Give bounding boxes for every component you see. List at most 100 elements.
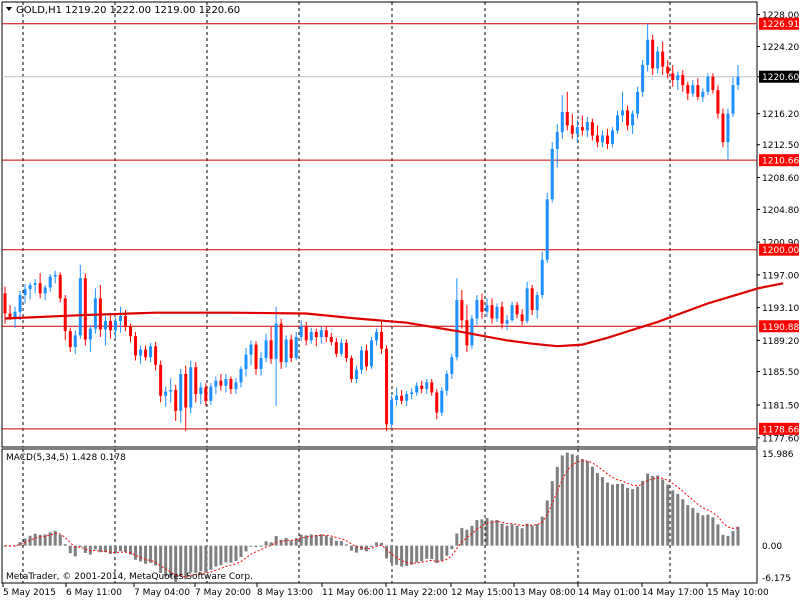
macd-bar xyxy=(425,545,429,559)
candle xyxy=(711,73,715,94)
axes: 1228.00 1224.20 1220.60 1216.20 1212.50 1208.… xyxy=(2,11,799,598)
macd-bar xyxy=(204,545,208,573)
candle-body xyxy=(48,276,52,288)
macd-bar xyxy=(616,483,620,546)
candle-body xyxy=(229,378,233,390)
candle-body xyxy=(279,323,283,363)
candle xyxy=(224,373,228,393)
candle-body xyxy=(375,331,379,341)
candle-body xyxy=(626,110,630,126)
macd-bar xyxy=(38,534,42,546)
candle-body xyxy=(33,283,37,285)
candle xyxy=(23,284,27,304)
price-tick-label: 1177.60 xyxy=(762,434,799,444)
candle xyxy=(43,284,47,301)
macd-bar xyxy=(98,545,102,553)
time-tick-label: 11 May 06:00 xyxy=(322,588,384,598)
macd-bar xyxy=(490,520,494,546)
candle xyxy=(580,115,584,136)
macd-bar xyxy=(545,500,549,546)
macd-bar xyxy=(525,523,529,546)
candle-body xyxy=(736,76,740,86)
macd-bar xyxy=(234,545,238,561)
candle xyxy=(520,309,524,326)
macd-bar xyxy=(585,461,589,546)
macd-bar xyxy=(440,545,444,561)
candle xyxy=(113,317,117,338)
candle-body xyxy=(359,350,363,370)
macd-bar xyxy=(259,545,263,547)
candle xyxy=(329,332,333,346)
level-label: 1226.91 xyxy=(762,20,799,30)
macd-bar xyxy=(209,545,213,570)
candle-body xyxy=(590,122,594,136)
macd-bar xyxy=(550,481,554,546)
candle-body xyxy=(681,75,685,86)
candle-body xyxy=(530,288,534,311)
level-label: 1210.66 xyxy=(762,157,799,167)
macd-bar xyxy=(364,545,368,552)
macd-bar xyxy=(646,473,650,546)
candle-body xyxy=(334,342,338,354)
copyright-text: MetaTrader, © 2001-2014, MetaQuotes Soft… xyxy=(6,572,253,582)
macd-bar xyxy=(88,545,92,555)
candle xyxy=(299,320,303,342)
candle-body xyxy=(400,395,404,401)
macd-bar xyxy=(696,512,700,546)
candle-body xyxy=(565,111,569,126)
candle xyxy=(555,123,559,168)
level-label: 1200.00 xyxy=(762,246,799,256)
candle-body xyxy=(8,313,12,318)
candle xyxy=(68,327,72,353)
candle-body xyxy=(73,335,77,348)
macd-bar xyxy=(134,545,138,560)
candle-body xyxy=(370,340,373,367)
candle-body xyxy=(676,75,680,81)
macd-bar xyxy=(470,525,474,546)
candle xyxy=(696,78,700,101)
candle-body xyxy=(415,385,419,393)
candle xyxy=(58,272,62,303)
candle-body xyxy=(144,349,148,358)
candle-body xyxy=(425,382,429,390)
price-tick-label: 1204.80 xyxy=(762,206,799,216)
macd-bar xyxy=(651,475,655,546)
macd-bar xyxy=(289,540,293,546)
macd-bar xyxy=(144,545,148,564)
candle xyxy=(671,64,675,87)
candle xyxy=(550,142,554,203)
candle xyxy=(154,342,158,371)
candle xyxy=(284,335,288,368)
candle xyxy=(214,376,218,395)
candle-body xyxy=(510,305,514,321)
macd-bar xyxy=(269,542,273,546)
candle xyxy=(83,273,87,346)
macd-bar xyxy=(495,520,499,546)
macd-bar xyxy=(595,472,599,546)
candle xyxy=(324,326,328,343)
candle-body xyxy=(595,135,599,143)
candle-body xyxy=(661,51,665,67)
candle xyxy=(420,380,424,394)
macd-bar xyxy=(33,533,37,546)
macd-bar xyxy=(339,541,343,546)
candle xyxy=(701,88,705,102)
candle-body xyxy=(3,293,7,314)
price-panel-frame xyxy=(1,1,758,448)
candle-body xyxy=(711,76,715,91)
macd-bar xyxy=(83,545,87,553)
dropdown-arrow-icon[interactable] xyxy=(6,7,12,11)
symbol-header: GOLD,H1 1219.20 1222.00 1219.00 1220.60 xyxy=(16,5,240,16)
macd-bar xyxy=(164,545,168,577)
candle-body xyxy=(264,340,268,358)
time-tick-label: 11 May 22:00 xyxy=(386,588,448,598)
candle-body xyxy=(129,326,133,337)
candle xyxy=(505,315,509,331)
candle-body xyxy=(194,367,198,395)
candle xyxy=(219,373,223,391)
candle xyxy=(108,313,112,339)
grid xyxy=(1,1,758,584)
candle-body xyxy=(199,387,203,395)
candle-body xyxy=(319,330,323,338)
